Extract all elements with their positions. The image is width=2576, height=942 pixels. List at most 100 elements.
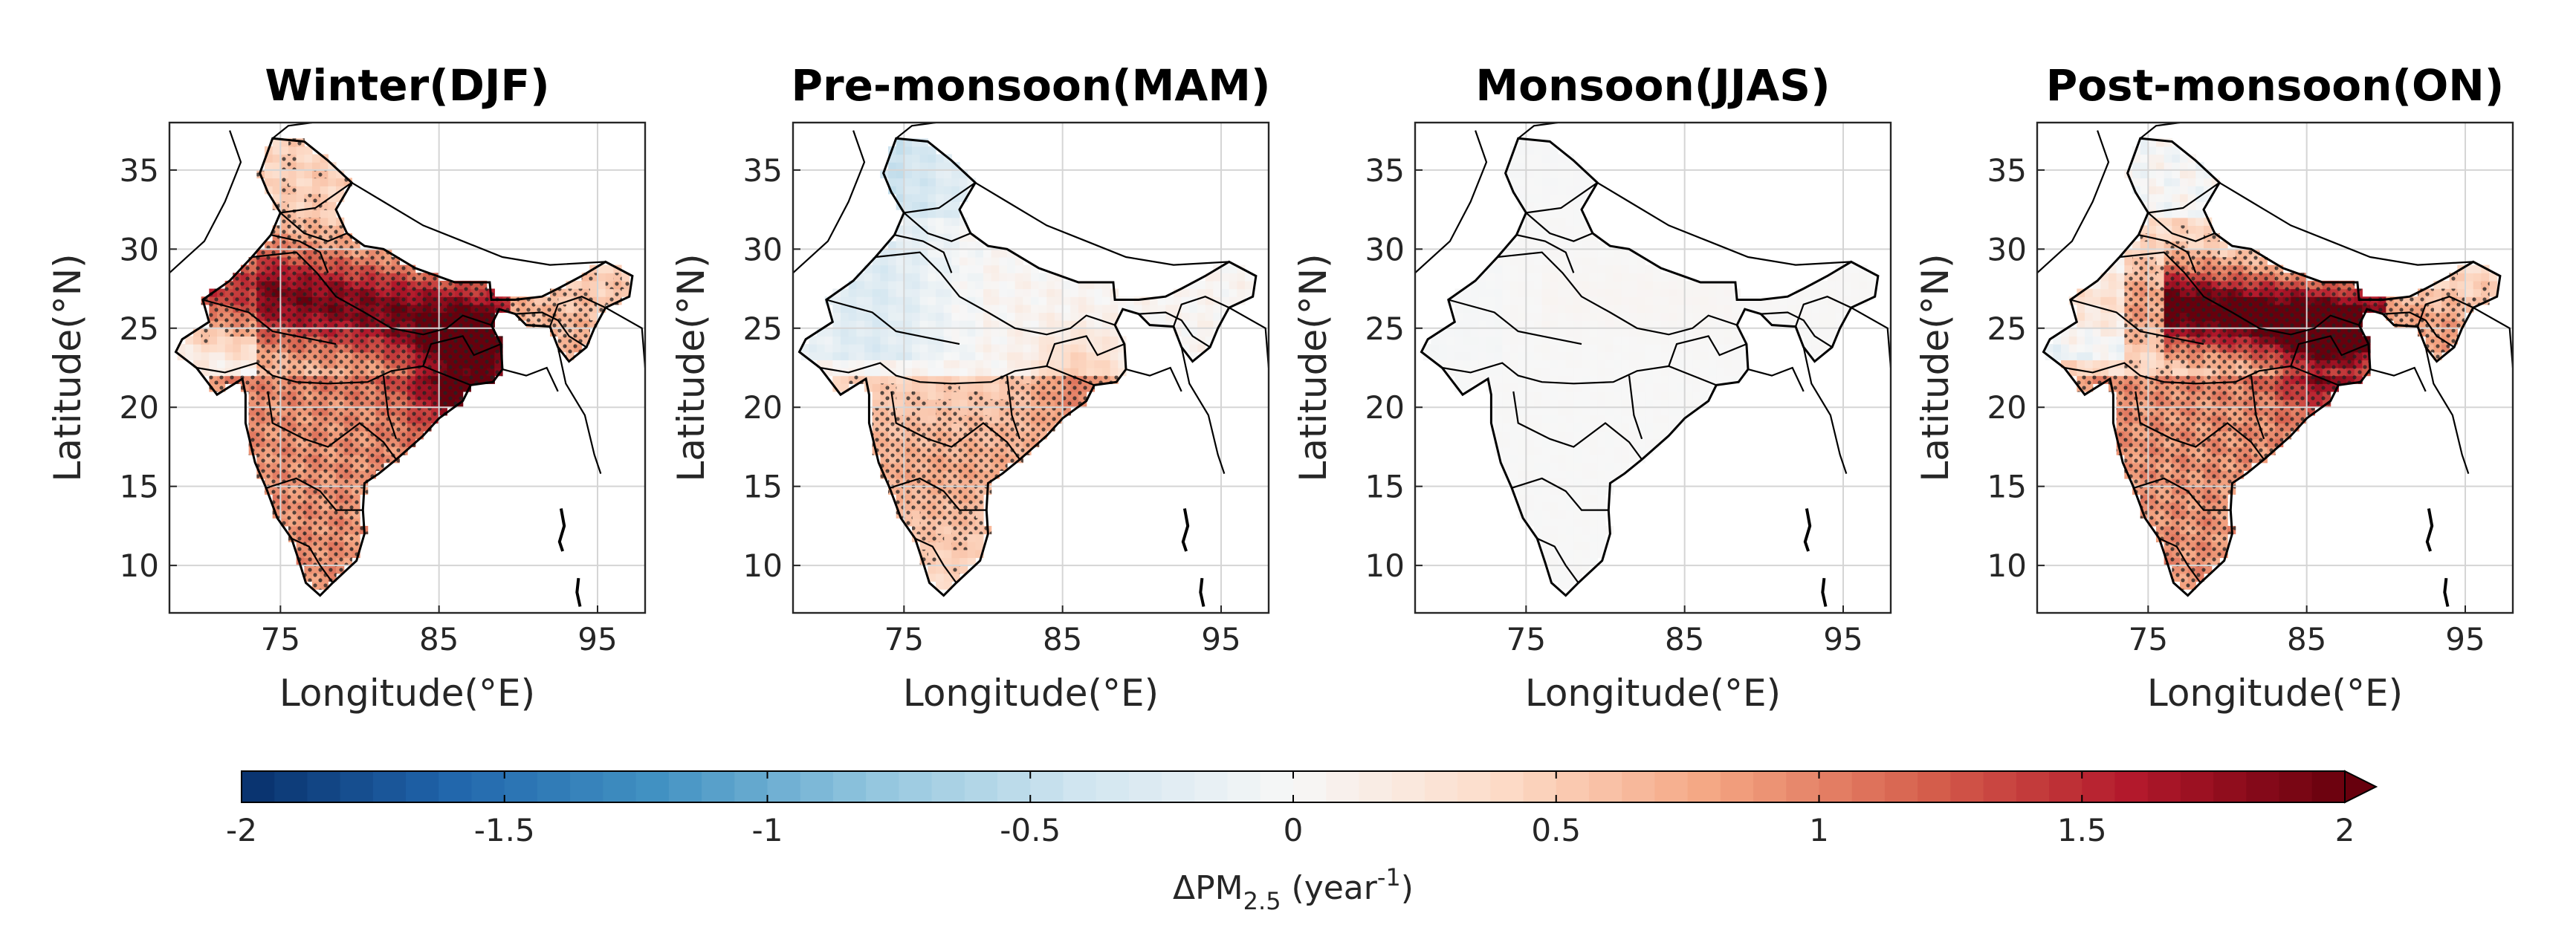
y-tick-label: 15 [120, 469, 159, 505]
colorbar-cell [1227, 771, 1261, 802]
state-border [875, 251, 1116, 336]
colorbar-cell [1687, 771, 1721, 802]
heat-field [1423, 138, 1876, 590]
state-border [196, 362, 471, 386]
state-border [202, 299, 337, 345]
state-border [2290, 335, 2369, 367]
colorbar-label-unit-open: (year [1281, 869, 1378, 907]
significance-stipple [201, 138, 630, 590]
state-border [1172, 296, 1230, 327]
panel-title: Pre-monsoon(MAM) [792, 60, 1271, 111]
state-border [2133, 477, 2231, 511]
y-tick-label: 25 [1365, 311, 1405, 347]
state-border [1046, 335, 1125, 367]
colorbar-cell [1720, 771, 1754, 802]
x-axis-label: Longitude(°E) [903, 672, 1159, 715]
y-tick-label: 15 [1987, 469, 2027, 505]
colorbar-cell [274, 771, 308, 802]
colorbar-cell [1588, 771, 1622, 802]
y-tick-label: 30 [1987, 231, 2027, 267]
state-border [1442, 362, 1717, 386]
colorbar-cell [2082, 771, 2116, 802]
colorbar-cell [2311, 771, 2346, 802]
colorbar-cell [1326, 771, 1360, 802]
state-border [382, 375, 398, 440]
country-outline [2042, 137, 2502, 597]
colorbar-ticks: -2 -1.5 -1 -0.5 0 0.5 1 1.5 2 [226, 771, 2355, 848]
island-outline [1803, 508, 1812, 552]
colorbar-label-sup: -1 [1377, 863, 1401, 891]
colorbar-cell [1293, 771, 1327, 802]
y-axis-label: Latitude(°N) [46, 253, 89, 481]
x-tick-label: 95 [1201, 621, 1240, 657]
state-border [1525, 212, 1593, 242]
state-border [1497, 251, 1738, 336]
state-border [904, 181, 976, 214]
panel-title: Monsoon(JJAS) [1475, 60, 1830, 111]
neighbour-border [2369, 366, 2427, 392]
y-tick-label: 20 [1987, 389, 2027, 426]
neighbour-border [1415, 130, 1488, 274]
colorbar-cell [2246, 771, 2280, 802]
colorbar-cells [242, 770, 2378, 804]
colorbar-cell [2279, 771, 2313, 802]
state-border [1516, 234, 1575, 273]
y-tick-label: 15 [743, 469, 783, 505]
country-outline [1420, 137, 1880, 597]
colorbar-cell [438, 771, 473, 802]
colorbar-tick-label: 0.5 [1531, 812, 1581, 848]
colorbar-cell [603, 771, 637, 802]
colorbar-cell [2049, 771, 2083, 802]
colorbar-tick-label: -1 [752, 812, 783, 848]
colorbar-cell [800, 771, 834, 802]
axes-frame [168, 121, 647, 614]
colorbar-cell [1950, 771, 1984, 802]
y-axis-label: Latitude(°N) [670, 253, 713, 481]
colorbar-cell [1457, 771, 1492, 802]
significance-stipple [848, 375, 1119, 574]
colorbar: -2 -1.5 -1 -0.5 0 0.5 1 1.5 2 ΔPM2.5 (year-1) [226, 770, 2378, 915]
colorbar-cell [2147, 771, 2181, 802]
colorbar-tick-label: 0 [1284, 812, 1304, 848]
state-border [2135, 391, 2265, 461]
state-border [279, 212, 348, 242]
colorbar-cell [1194, 771, 1229, 802]
colorbar-cell [1654, 771, 1689, 802]
country-outline [174, 137, 634, 597]
colorbar-cell [1128, 771, 1162, 802]
x-tick-label: 85 [1043, 621, 1082, 657]
state-border [914, 537, 957, 584]
colorbar-cell [1424, 771, 1458, 802]
colorbar-cell [668, 771, 702, 802]
x-axis-label: Longitude(°E) [279, 672, 535, 715]
grid-lines [793, 123, 1269, 613]
state-border [1448, 299, 1582, 345]
y-tick-label: 10 [743, 548, 783, 584]
colorbar-label-unit-close: ) [1401, 869, 1414, 907]
colorbar-cell [899, 771, 933, 802]
map-panel: Pre-monsoon(MAM) 75 85 95 35 30 25 20 15 10 Longit… [670, 60, 1270, 715]
island-outline [1199, 577, 1206, 607]
colorbar-cell [931, 771, 965, 802]
colorbar-cell [1260, 771, 1294, 802]
state-border [1536, 537, 1579, 584]
grid-lines [169, 123, 645, 613]
state-border [1512, 391, 1643, 461]
neighbour-border [1802, 347, 1848, 474]
state-border [422, 335, 502, 367]
colorbar-tick-label: 2 [2335, 812, 2355, 848]
country-outline [797, 137, 1258, 597]
neighbour-border [557, 347, 602, 474]
colorbar-tick-label: -1.5 [474, 812, 535, 848]
colorbar-cell [1523, 771, 1557, 802]
colorbar-tick-label: -0.5 [1000, 812, 1061, 848]
colorbar-cell [2213, 771, 2247, 802]
colorbar-cell [471, 771, 505, 802]
state-border [291, 537, 334, 584]
colorbar-cell [504, 771, 538, 802]
state-border [265, 477, 363, 511]
neighbour-border [1851, 307, 1891, 368]
island-outline [2443, 577, 2450, 607]
colorbar-cell [866, 771, 900, 802]
neighbour-border [2140, 123, 2181, 140]
